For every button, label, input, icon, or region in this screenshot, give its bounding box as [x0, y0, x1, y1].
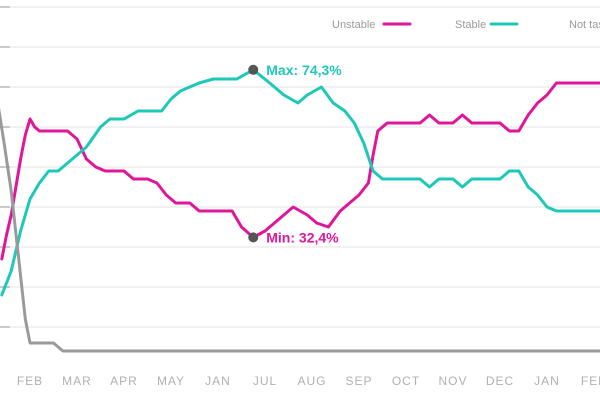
- legend-label-unstable: Unstable: [332, 19, 375, 31]
- x-tick-label: JAN: [534, 374, 560, 388]
- annotation-label: Min: 32,4%: [266, 229, 339, 245]
- annotation-marker: [248, 232, 259, 243]
- x-tick-label: OCT: [392, 374, 420, 388]
- x-tick-label: NOV: [438, 374, 467, 388]
- x-tick-label: SEP: [345, 374, 372, 388]
- x-tick-label: FEB: [581, 374, 600, 388]
- gridlines: [0, 6, 600, 328]
- x-tick-label: APR: [110, 374, 138, 388]
- series-line-not-tas: [0, 107, 600, 353]
- x-tick-label: MAY: [157, 374, 185, 388]
- series-line-stable: [0, 68, 600, 297]
- x-tick-label: JAN: [205, 374, 231, 388]
- x-axis: FEB MAR APR MAY JAN JUL AUG SEP OCT NOV DEC JAN FEB: [17, 374, 600, 388]
- x-tick-label: JUL: [253, 374, 277, 388]
- x-tick-label: MAR: [62, 374, 92, 388]
- annotation-label: Max: 74,3%: [266, 62, 342, 78]
- x-tick-label: DEC: [486, 374, 514, 388]
- legend-label-not-tas: Not tas: [569, 19, 600, 31]
- annotations: Max: 74,3% Min: 32,4%: [248, 62, 342, 245]
- legend-label-stable: Stable: [455, 19, 486, 31]
- series-lines: [0, 68, 600, 353]
- x-tick-label: FEB: [17, 374, 43, 388]
- legend: Unstable Stable Not tas: [332, 19, 600, 31]
- x-tick-label: AUG: [297, 374, 326, 388]
- series-line-unstable: [0, 81, 600, 261]
- annotation-marker: [248, 64, 259, 75]
